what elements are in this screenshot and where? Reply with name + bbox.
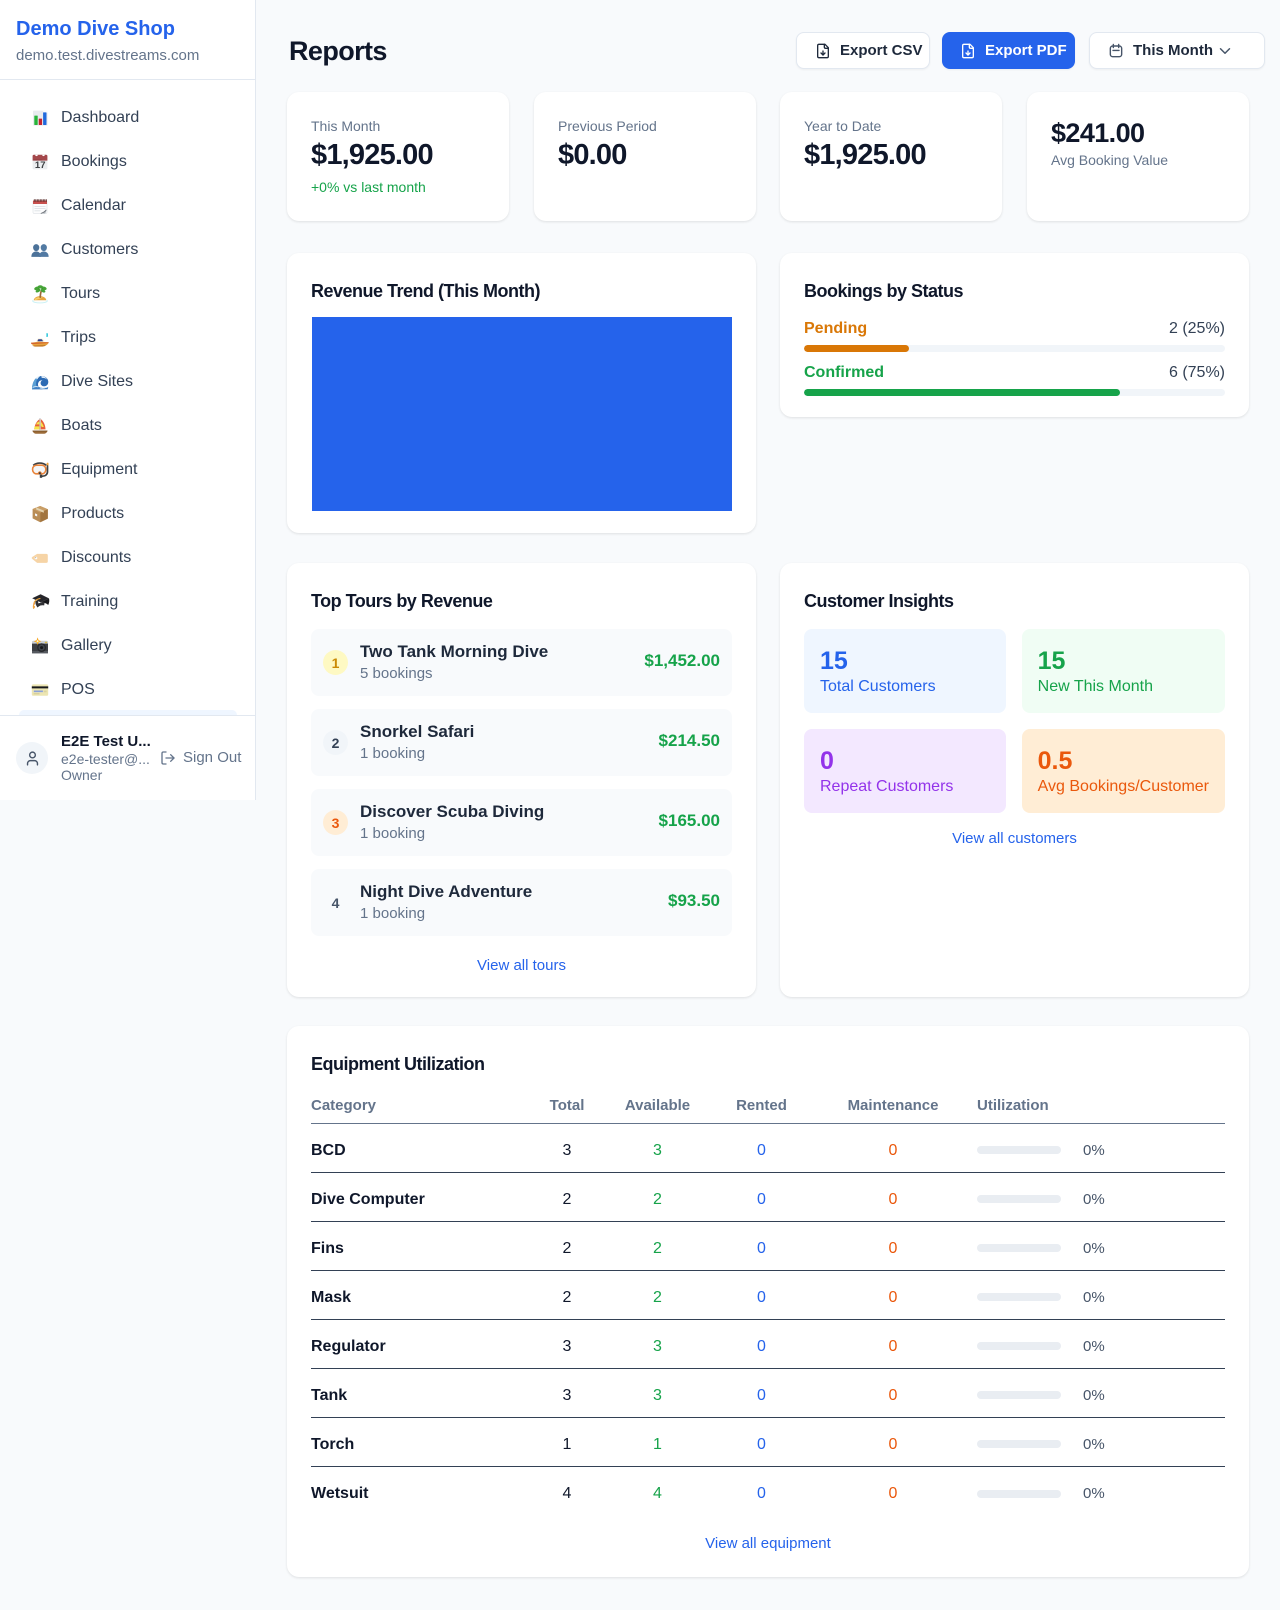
svg-text:17: 17	[35, 160, 46, 171]
